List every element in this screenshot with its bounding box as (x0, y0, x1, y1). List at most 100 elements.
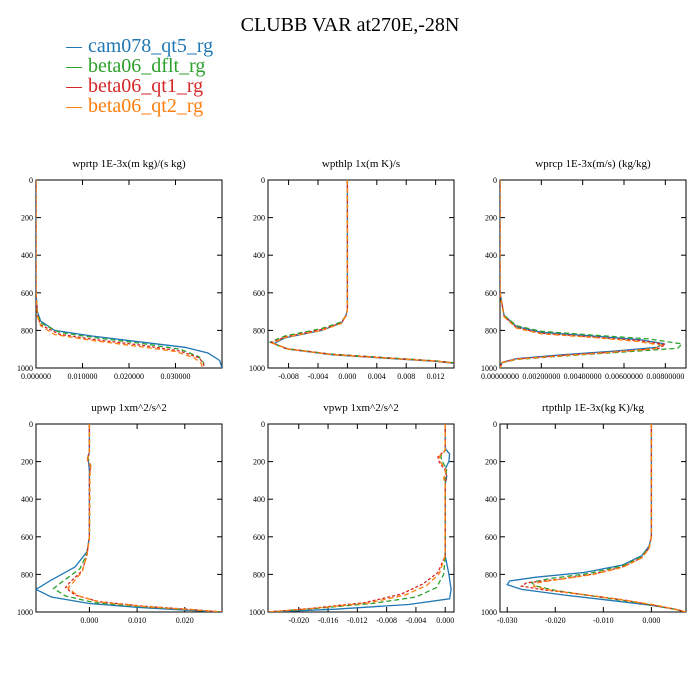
legend-item: cam078_qt5_rg (66, 34, 214, 57)
y-tick-label: 1000 (481, 364, 497, 373)
x-tick-label: 0.000 (436, 616, 454, 625)
x-tick-label: -0.016 (318, 616, 339, 625)
series-line-beta06_qt1_rg (500, 180, 668, 368)
series-line-beta06_qt2_rg (500, 180, 664, 368)
series-line-beta06_dflt_rg (500, 180, 684, 368)
x-tick-label: -0.008 (376, 616, 397, 625)
y-tick-label: 600 (485, 533, 497, 542)
y-tick-label: 800 (21, 326, 33, 335)
x-tick-label: 0.00000000 (481, 372, 519, 381)
x-tick-label: 0.010 (128, 616, 146, 625)
series-line-cam078_qt5_rg (506, 424, 686, 612)
y-tick-label: 0 (29, 176, 33, 185)
series-line-beta06_dflt_rg (268, 424, 448, 612)
x-tick-label: 0.000 (338, 372, 356, 381)
x-tick-label: -0.010 (593, 616, 614, 625)
series-line-beta06_qt1_rg (519, 424, 686, 612)
series-line-beta06_dflt_rg (529, 424, 686, 612)
legend-label: cam078_qt5_rg (88, 34, 214, 57)
y-tick-label: 1000 (249, 364, 265, 373)
series-line-beta06_qt1_rg (64, 424, 222, 612)
y-tick-label: 600 (253, 289, 265, 298)
series-line-beta06_dflt_rg (36, 180, 205, 368)
series-line-cam078_qt5_rg (272, 180, 454, 364)
y-tick-label: 800 (253, 326, 265, 335)
chart-panel-3: wprcp 1E-3x(m/s) (kg/kg) 0 200 400 600 800 100… (481, 158, 687, 381)
legend-label: beta06_qt1_rg (88, 74, 204, 97)
y-tick-label: 1000 (17, 364, 33, 373)
y-tick-label: 0 (261, 176, 265, 185)
y-tick-label: 600 (21, 289, 33, 298)
legend-item: beta06_qt2_rg (66, 94, 213, 117)
legend-swatch-2 (66, 86, 82, 88)
series-line-beta06_qt1_rg (36, 180, 205, 368)
panel-title: wprtp 1E-3x(m kg)/(s kg) (72, 158, 186, 170)
y-tick-label: 0 (261, 420, 265, 429)
panel-title: wprcp 1E-3x(m/s) (kg/kg) (535, 158, 651, 170)
y-tick-label: 0 (493, 176, 497, 185)
legend: cam078_qt5_rg beta06_dflt_rg beta06_qt1_… (66, 34, 214, 117)
legend-item: beta06_dflt_rg (66, 54, 213, 77)
x-tick-label: 0.00600000 (605, 372, 643, 381)
x-tick-label: 0.000 (642, 616, 660, 625)
x-tick-label: 0.010000 (68, 372, 98, 381)
figure-title: CLUBB VAR at270E,-28N (240, 14, 460, 36)
x-tick-label: 0.004 (368, 372, 386, 381)
y-tick-label: 400 (21, 251, 33, 260)
y-tick-label: 400 (485, 495, 497, 504)
y-tick-label: 400 (253, 495, 265, 504)
series-line-cam078_qt5_rg (500, 180, 666, 368)
x-tick-label: -0.004 (406, 616, 427, 625)
panel-title: vpwp 1xm^2/s^2 (323, 402, 398, 414)
chart-panel-6: rtpthlp 1E-3x(kg K)/kg02004006008001000-… (481, 402, 687, 625)
x-tick-label: 0.000000 (21, 372, 51, 381)
x-tick-label: -0.008 (278, 372, 299, 381)
legend-swatch-0 (66, 46, 82, 48)
legend-swatch-3 (66, 106, 82, 108)
series-line-cam078_qt5_rg (268, 424, 452, 612)
y-tick-label: 800 (485, 326, 497, 335)
y-tick-label: 0 (29, 420, 33, 429)
series-line-beta06_dflt_rg (52, 424, 222, 612)
plot-frame (499, 179, 687, 369)
y-tick-label: 200 (21, 214, 33, 223)
x-tick-label: 0.030000 (161, 372, 191, 381)
y-tick-label: 600 (253, 533, 265, 542)
series-line-beta06_qt2_rg (270, 180, 454, 364)
legend-swatch-1 (66, 66, 82, 68)
x-tick-label: 0.020000 (114, 372, 144, 381)
x-tick-label: -0.030 (497, 616, 518, 625)
series-line-beta06_qt1_rg (268, 424, 448, 612)
y-tick-label: 400 (253, 251, 265, 260)
x-tick-label: 0.012 (427, 372, 445, 381)
plot-frame (267, 423, 455, 613)
x-tick-label: 0.00400000 (564, 372, 602, 381)
panel-title: wpthlp 1x(m K)/s (322, 158, 400, 170)
chart-panel-4: upwp 1xm^2/s^2 0 200 400 600 800 1000 0.000 0.01… (17, 402, 223, 625)
legend-label: beta06_qt2_rg (88, 94, 204, 117)
y-tick-label: 0 (493, 420, 497, 429)
y-tick-label: 600 (21, 533, 33, 542)
chart-panel-1: wprtp 1E-3x(m kg)/(s kg) 0 200 400 600 800 100… (17, 158, 223, 381)
x-tick-label: 0.008 (397, 372, 415, 381)
series-line-beta06_qt2_rg (36, 180, 204, 368)
y-tick-label: 200 (485, 214, 497, 223)
x-tick-label: 0.020 (176, 616, 194, 625)
legend-label: beta06_dflt_rg (88, 54, 206, 77)
y-tick-label: 600 (485, 289, 497, 298)
x-tick-label: 0.000 (80, 616, 98, 625)
x-tick-label: 0.00200000 (522, 372, 560, 381)
series-line-cam078_qt5_rg (36, 424, 222, 612)
y-tick-label: 400 (485, 251, 497, 260)
x-tick-label: -0.012 (347, 616, 368, 625)
panel-title: rtpthlp 1E-3x(kg K)/kg (542, 402, 645, 414)
x-tick-label: -0.004 (308, 372, 329, 381)
y-tick-label: 200 (253, 458, 265, 467)
x-tick-label: -0.020 (288, 616, 309, 625)
chart-panel-2: wpthlp 1x(m K)/s 0 200 400 600 800 1000 -0.008-… (249, 158, 455, 381)
panel-title: upwp 1xm^2/s^2 (91, 402, 166, 414)
series-line-beta06_qt2_rg (67, 424, 222, 612)
y-tick-label: 1000 (249, 608, 265, 617)
series-line-cam078_qt5_rg (36, 180, 222, 368)
